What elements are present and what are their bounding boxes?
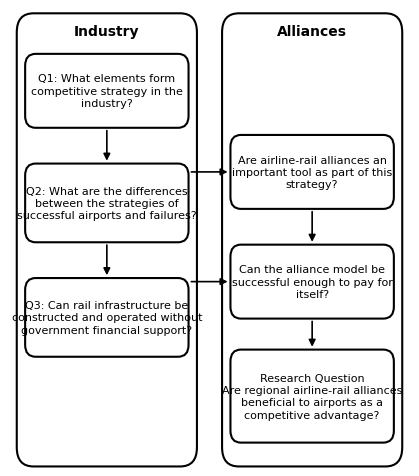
- Text: Are airline-rail alliances an
important tool as part of this
strategy?: Are airline-rail alliances an important …: [232, 155, 392, 190]
- FancyBboxPatch shape: [230, 245, 394, 319]
- FancyBboxPatch shape: [25, 55, 189, 129]
- Text: Q1: What elements form
competitive strategy in the
industry?: Q1: What elements form competitive strat…: [31, 74, 183, 109]
- Text: Alliances: Alliances: [277, 25, 347, 39]
- FancyBboxPatch shape: [25, 164, 189, 243]
- Text: Q2: What are the differences
between the strategies of
successful airports and f: Q2: What are the differences between the…: [17, 186, 197, 221]
- FancyBboxPatch shape: [17, 14, 197, 466]
- Text: Industry: Industry: [74, 25, 140, 39]
- FancyBboxPatch shape: [230, 136, 394, 209]
- Text: Research Question
Are regional airline-rail alliances
beneficial to airports as : Research Question Are regional airline-r…: [222, 373, 402, 420]
- Text: Can the alliance model be
successful enough to pay for
itself?: Can the alliance model be successful eno…: [232, 265, 393, 299]
- FancyBboxPatch shape: [25, 278, 189, 357]
- FancyBboxPatch shape: [230, 350, 394, 443]
- FancyBboxPatch shape: [222, 14, 402, 466]
- Text: Q3: Can rail infrastructure be
constructed and operated without
government finan: Q3: Can rail infrastructure be construct…: [12, 300, 202, 335]
